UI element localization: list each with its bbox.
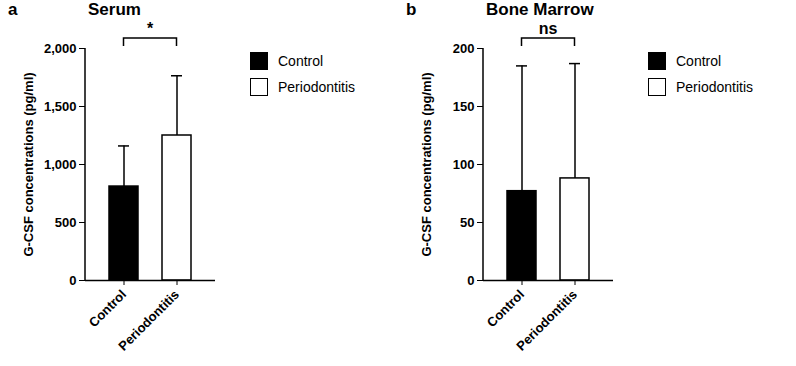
svg-text:G-CSF concentrations (pg/ml): G-CSF concentrations (pg/ml): [21, 72, 36, 256]
svg-text:Periodontitis: Periodontitis: [513, 287, 580, 354]
svg-text:50: 50: [460, 215, 474, 230]
svg-text:150: 150: [453, 99, 475, 114]
html-text:Bone Marrow: Bone Marrow: [486, 0, 594, 19]
svg-text:1,500: 1,500: [44, 99, 77, 114]
svg-text:ns: ns: [539, 20, 558, 37]
html-text:Periodontitis: Periodontitis: [278, 79, 355, 95]
html-text:Serum: Serum: [88, 0, 141, 19]
svg-text:1,000: 1,000: [44, 157, 77, 172]
svg-text:0: 0: [467, 273, 474, 288]
svg-text:Control: Control: [484, 287, 527, 330]
svg-text:200: 200: [453, 41, 475, 56]
html-text:Periodontitis: Periodontitis: [676, 79, 753, 95]
html-text:a: a: [8, 0, 18, 19]
svg-text:*: *: [147, 20, 154, 37]
svg-text:100: 100: [453, 157, 475, 172]
svg-text:G-CSF concentrations (pg/ml): G-CSF concentrations (pg/ml): [419, 72, 434, 256]
html-text:Control: Control: [278, 53, 324, 69]
svg-text:Periodontitis: Periodontitis: [115, 287, 182, 354]
html-text:b: b: [406, 0, 417, 19]
svg-text:0: 0: [69, 273, 76, 288]
svg-text:Control: Control: [86, 287, 129, 330]
svg-text:2,000: 2,000: [44, 41, 77, 56]
svg-text:500: 500: [55, 215, 77, 230]
html-text:Control: Control: [676, 53, 722, 69]
